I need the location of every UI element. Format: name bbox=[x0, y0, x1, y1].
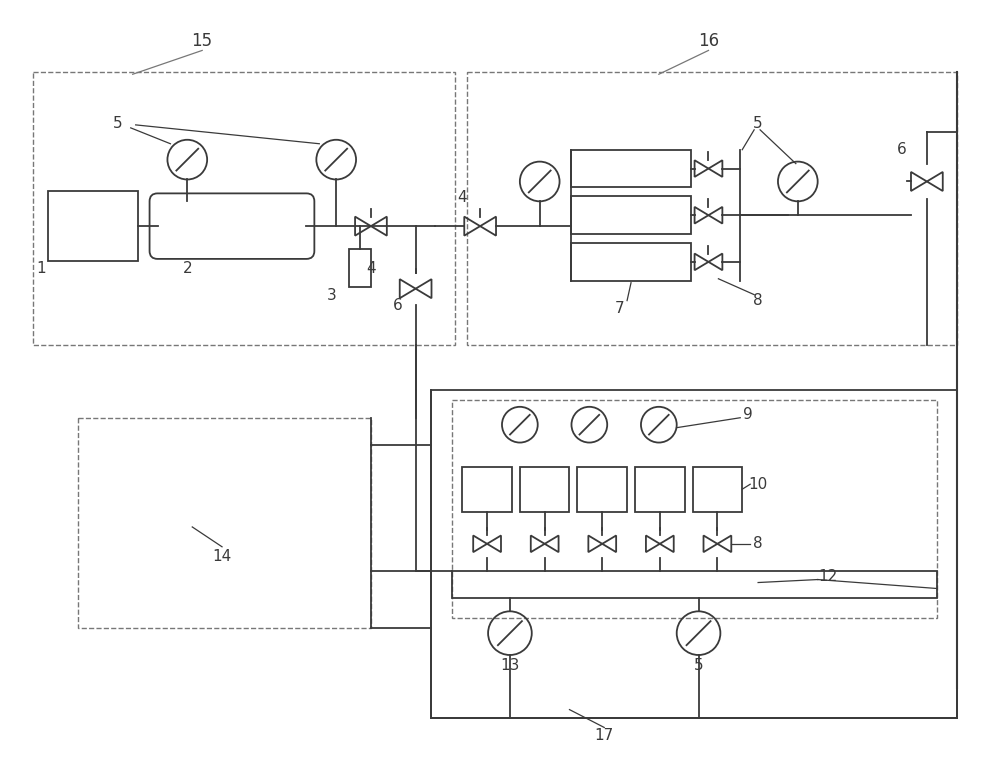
Bar bbox=[431, 390, 957, 717]
Bar bbox=[48, 192, 138, 261]
Bar bbox=[462, 468, 512, 512]
Bar bbox=[349, 249, 371, 286]
Text: 5: 5 bbox=[694, 659, 703, 673]
Bar bbox=[571, 196, 691, 234]
Text: 5: 5 bbox=[113, 116, 123, 131]
Bar bbox=[571, 243, 691, 280]
Text: 1: 1 bbox=[37, 261, 46, 277]
Text: 14: 14 bbox=[212, 549, 232, 565]
Text: 15: 15 bbox=[192, 31, 213, 50]
Bar bbox=[33, 73, 455, 345]
Bar bbox=[520, 468, 569, 512]
Text: 9: 9 bbox=[743, 407, 753, 422]
Bar bbox=[693, 468, 742, 512]
Bar bbox=[635, 468, 685, 512]
Bar bbox=[78, 418, 371, 628]
Text: 8: 8 bbox=[753, 293, 763, 308]
Text: 3: 3 bbox=[326, 288, 336, 303]
Text: 8: 8 bbox=[753, 536, 763, 552]
Bar bbox=[577, 468, 627, 512]
Text: 6: 6 bbox=[393, 298, 403, 313]
Bar bbox=[452, 400, 937, 618]
Text: 12: 12 bbox=[818, 569, 837, 584]
Text: 5: 5 bbox=[753, 116, 763, 131]
Text: 16: 16 bbox=[698, 31, 719, 50]
Bar bbox=[467, 73, 957, 345]
Text: 6: 6 bbox=[897, 142, 907, 157]
Bar bbox=[452, 571, 937, 598]
Text: 4: 4 bbox=[366, 261, 376, 277]
Text: 10: 10 bbox=[748, 477, 768, 492]
Text: 17: 17 bbox=[595, 728, 614, 743]
Text: 13: 13 bbox=[500, 659, 520, 673]
Text: 2: 2 bbox=[182, 261, 192, 277]
Text: 7: 7 bbox=[614, 301, 624, 316]
Bar bbox=[571, 150, 691, 187]
Text: 4: 4 bbox=[457, 189, 467, 205]
